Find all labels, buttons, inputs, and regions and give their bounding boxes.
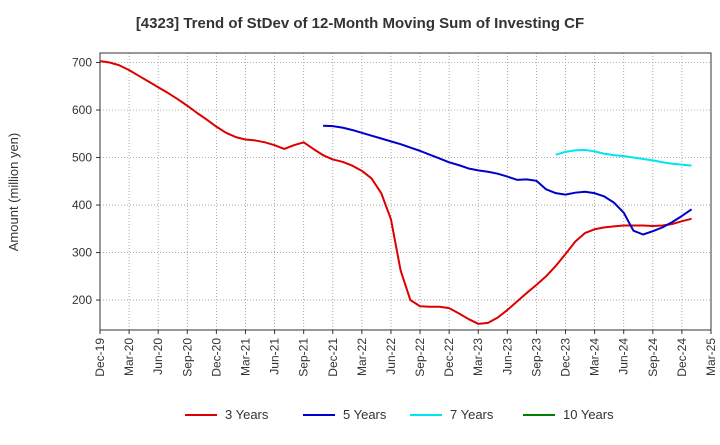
plot-frame [99,52,712,331]
x-tick-label: Dec-23 [559,338,573,377]
x-tick-label: Jun-20 [151,338,165,375]
x-tick-label: Jun-22 [384,338,398,375]
y-tick-label: 700 [72,56,92,70]
y-tick-label: 400 [72,198,92,212]
x-tick-label: Mar-21 [238,338,252,376]
x-tick-label: Dec-20 [209,338,223,377]
x-tick-label: Jun-21 [268,338,282,375]
legend-label: 10 Years [563,407,614,422]
x-tick-label: Sep-20 [180,338,194,377]
series-line-5-years [323,124,693,236]
x-tick-label: Jun-24 [617,338,631,375]
legend-label: 7 Years [450,407,494,422]
x-tick-label: Sep-21 [297,338,311,377]
y-tick-label: 200 [72,293,92,307]
y-tick-label: 500 [72,151,92,165]
x-tick-label: Sep-23 [529,338,543,377]
y-tick-label: 600 [72,103,92,117]
x-tick-label: Dec-22 [442,338,456,377]
x-tick-label: Sep-22 [413,338,427,377]
x-tick-label: Jun-23 [500,338,514,375]
x-tick-label: Dec-24 [675,338,689,377]
series-line-3-years [99,60,692,325]
series-line-7-years [555,148,692,167]
x-tick-label: Dec-19 [93,338,107,377]
legend-label: 3 Years [225,407,269,422]
chart-title: [4323] Trend of StDev of 12-Month Moving… [136,15,584,32]
x-tick-label: Mar-23 [471,338,485,376]
legend-label: 5 Years [343,407,387,422]
x-tick-label: Mar-22 [355,338,369,376]
x-tick-label: Dec-21 [326,338,340,377]
series-lines [99,60,693,325]
x-tick-label: Mar-20 [122,338,136,376]
x-tick-label: Mar-24 [588,338,602,376]
x-tick-label: Mar-25 [704,338,718,376]
axes: 200 300 400 500 600 700 Dec-19 Mar-20 Jun-20 Sep-… [72,52,718,377]
legend: 3 Years 5 Years 7 Years 10 Years [185,407,614,422]
y-tick-label: 300 [72,246,92,260]
x-tick-label: Sep-24 [646,338,660,377]
y-axis-label: Amount (million yen) [6,133,21,252]
grid-lines [99,53,712,330]
